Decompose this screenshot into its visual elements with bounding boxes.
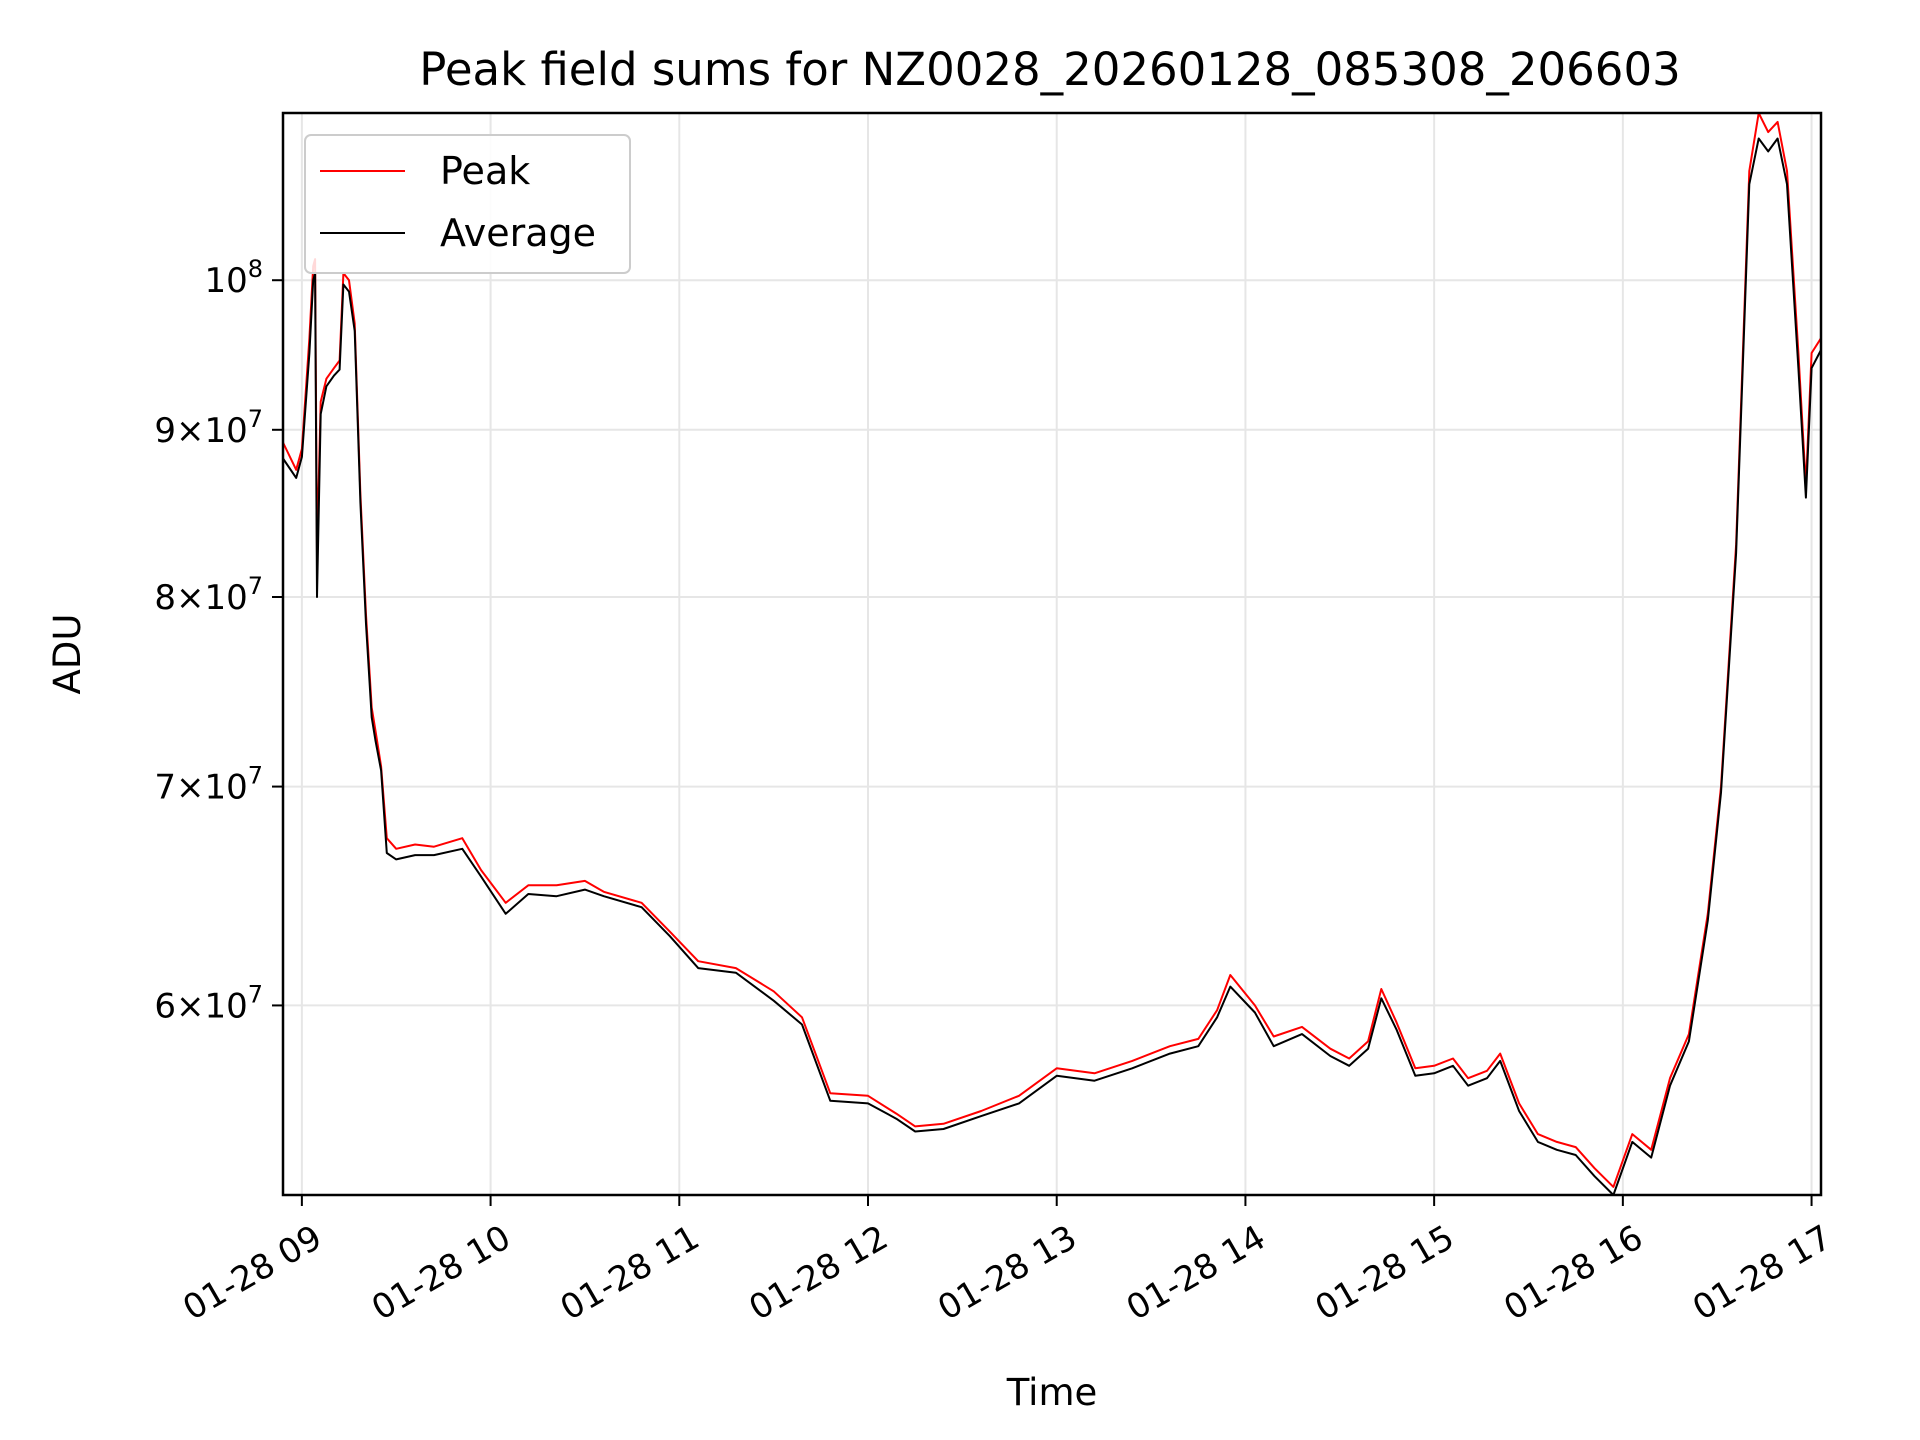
x-axis-label: Time [1006,1371,1098,1414]
y-tick-label: 8×107 [154,572,263,618]
legend-label-peak: Peak [440,149,530,193]
grid-lines [283,113,1821,1195]
legend: Peak Average [304,134,631,274]
y-tick-label: 7×107 [154,762,263,808]
series-lines [282,112,1822,1196]
y-axis-label: ADU [46,614,89,695]
y-axis-ticks: 6×107 7×107 8×107 9×107 108 [154,255,283,1026]
chart-title: Peak field sums for NZ0028_20260128_0853… [419,43,1680,96]
y-tick-label: 9×107 [154,405,263,451]
y-tick-label: 6×107 [154,980,263,1026]
legend-label-average: Average [440,211,596,255]
y-tick-label: 108 [204,255,263,301]
plot-frame [281,111,1823,1197]
legend-box [304,134,631,274]
series-line-average [282,137,1822,1196]
